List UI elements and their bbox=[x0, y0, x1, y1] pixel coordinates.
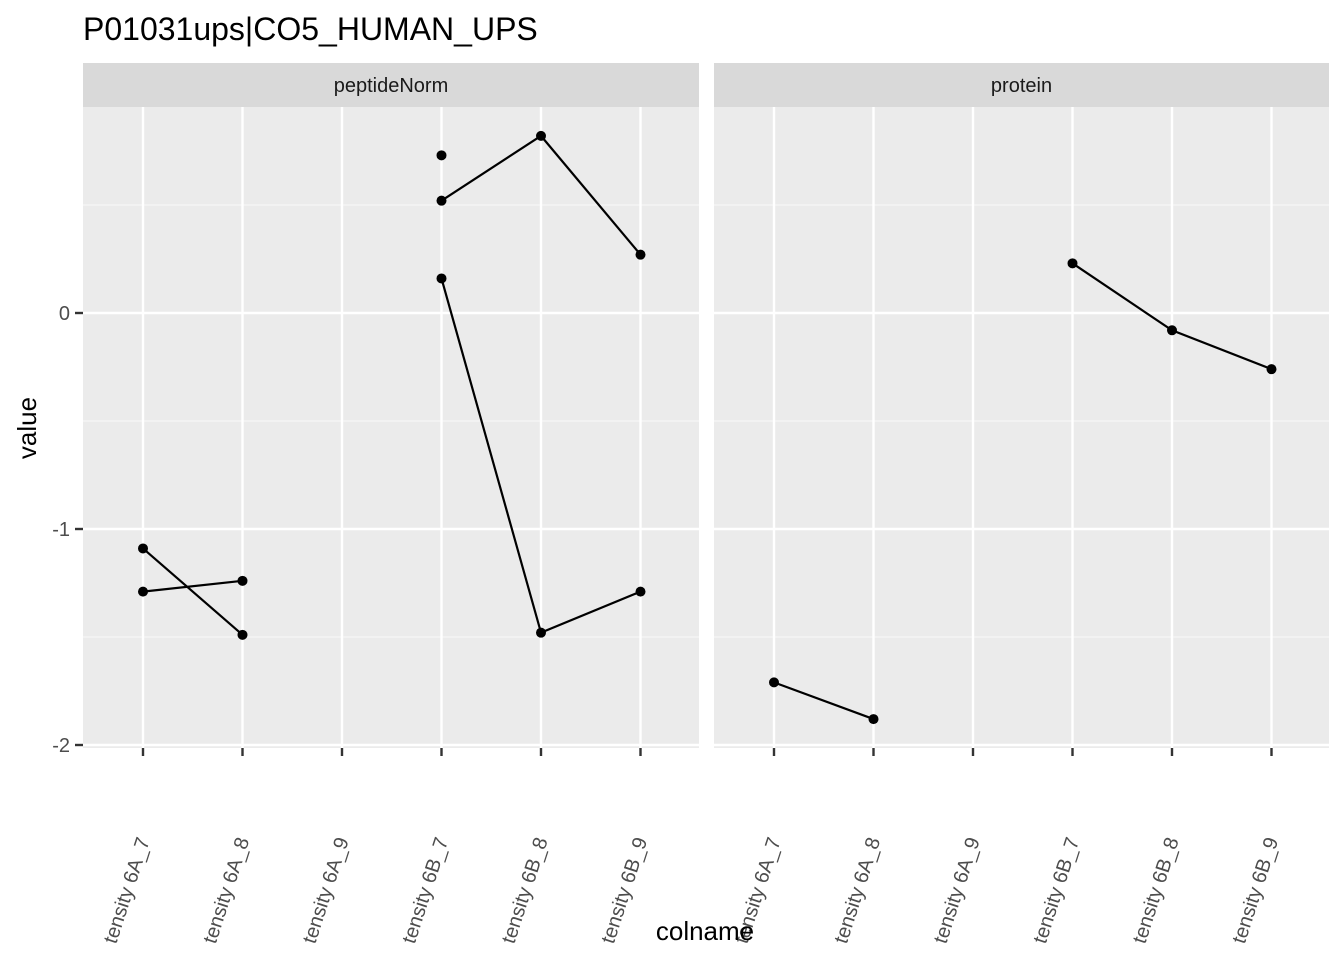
y-tick-label: -2 bbox=[52, 735, 70, 757]
x-tick-label: tensity 6B_7 bbox=[1029, 835, 1084, 946]
data-point bbox=[635, 586, 646, 597]
series-line bbox=[773, 681, 874, 721]
data-point bbox=[1067, 258, 1078, 269]
x-tick-label: tensity 6B_8 bbox=[1129, 835, 1184, 946]
data-point bbox=[436, 273, 447, 284]
x-tick-label: tensity 6A_8 bbox=[830, 835, 885, 946]
data-point bbox=[436, 195, 447, 206]
x-tick-label: tensity 6A_9 bbox=[930, 835, 985, 946]
y-axis: 0 -1 -2 bbox=[52, 303, 83, 757]
series-line bbox=[142, 579, 243, 593]
x-tick-label: tensity 6B_9 bbox=[597, 835, 652, 946]
data-point bbox=[1167, 325, 1177, 336]
data-point bbox=[536, 627, 546, 638]
data-point bbox=[237, 575, 248, 586]
x-tick-label: tensity 6B_9 bbox=[1228, 835, 1283, 946]
x-tick-label: tensity 6A_9 bbox=[299, 835, 354, 946]
facet-strip-label: peptideNorm bbox=[334, 75, 449, 97]
x-tick-label: tensity 6B_8 bbox=[498, 835, 553, 946]
x-tick-label: tensity 6A_7 bbox=[100, 835, 155, 946]
facet-strip-label: protein bbox=[991, 75, 1052, 97]
y-axis-title: value bbox=[12, 397, 42, 459]
y-tick-label: 0 bbox=[59, 303, 70, 325]
chart-title: P01031ups|CO5_HUMAN_UPS bbox=[83, 11, 538, 47]
x-tick-label: tensity 6B_7 bbox=[398, 835, 453, 946]
y-tick-label: -1 bbox=[52, 519, 70, 541]
panel-background bbox=[83, 107, 699, 748]
data-point bbox=[436, 150, 447, 161]
facet-strip bbox=[714, 63, 1329, 107]
data-point bbox=[1266, 364, 1277, 375]
data-point bbox=[138, 543, 148, 554]
series-line bbox=[142, 547, 244, 636]
facet-panels: peptideNorm tensity 6A_7 tensity 6A_8 tensi… bbox=[83, 63, 1329, 946]
data-point bbox=[868, 714, 879, 725]
data-point bbox=[237, 629, 248, 640]
facet-panel-peptideNorm: peptideNorm tensity 6A_7 tensity 6A_8 tensi… bbox=[83, 63, 699, 946]
panel-background bbox=[714, 107, 1329, 748]
x-tick-label: tensity 6A_8 bbox=[199, 835, 254, 946]
data-point bbox=[769, 677, 779, 688]
data-point bbox=[536, 130, 546, 141]
data-point bbox=[138, 586, 148, 597]
facet-strip bbox=[83, 63, 699, 107]
x-axis-title: colname bbox=[656, 916, 754, 946]
data-point bbox=[635, 249, 646, 260]
